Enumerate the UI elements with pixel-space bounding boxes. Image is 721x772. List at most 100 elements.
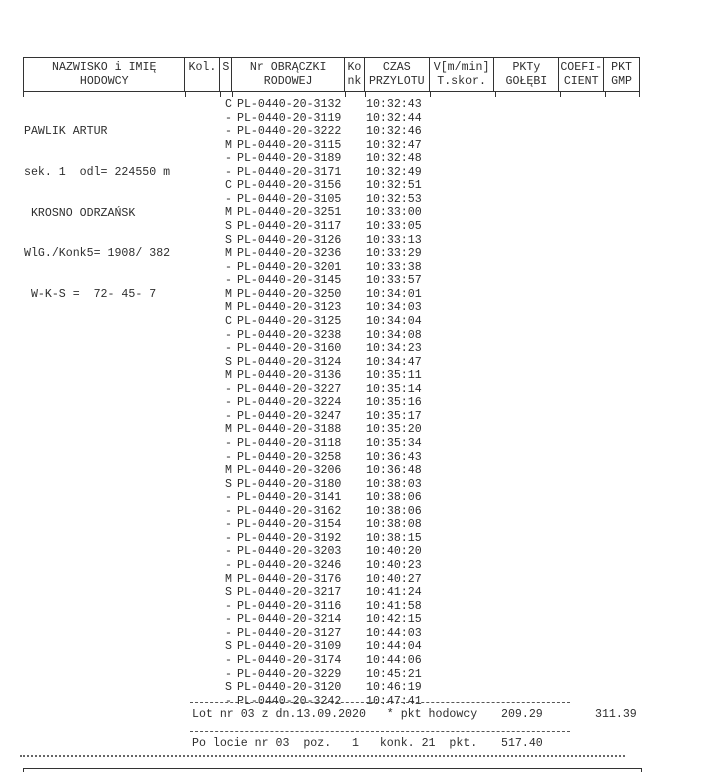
cell-sex: - (225, 437, 232, 450)
cell-sex: - (225, 274, 232, 288)
cell-arrival-time: 10:45:21 (366, 667, 422, 681)
cell-sex: - (225, 125, 232, 139)
cell-arrival-time: 10:35:20 (366, 423, 422, 437)
cell-arrival-time: 10:32:49 (366, 165, 422, 179)
divider (190, 702, 570, 703)
cell-ring-number: PL-0440-20-3238 (237, 328, 342, 342)
breeder-name: PAWLIK ARTUR (24, 125, 108, 139)
cell-arrival-time: 10:32:43 (366, 98, 422, 111)
cell-sex: - (225, 152, 232, 166)
breeder-wks: W-K-S = 72- 45- 7 (24, 287, 157, 301)
cell-ring-number: PL-0440-20-3154 (237, 518, 342, 532)
cell-arrival-time: 10:33:57 (366, 274, 422, 288)
cell-arrival-time: 10:38:03 (366, 477, 422, 491)
cell-sex: - (225, 409, 232, 423)
cell-ring-number: PL-0440-20-3247 (237, 409, 342, 423)
cell-ring-number: PL-0440-20-3120 (237, 681, 342, 695)
divider (190, 731, 570, 732)
cell-ring-number: PL-0440-20-3214 (237, 613, 342, 627)
cell-sex: M (225, 247, 232, 261)
cell-arrival-time: 10:36:43 (366, 450, 422, 464)
cell-arrival-time: 10:34:47 (366, 355, 422, 369)
cell-ring-number: PL-0440-20-3136 (237, 369, 342, 383)
cell-ring-number: PL-0440-20-3222 (237, 125, 342, 139)
cell-ring-number: PL-0440-20-3224 (237, 396, 342, 410)
cell-sex: - (225, 342, 232, 356)
cell-arrival-time: 10:44:06 (366, 653, 422, 667)
cell-ring-number: PL-0440-20-3105 (237, 192, 342, 206)
cell-ring-number: PL-0440-20-3109 (237, 640, 342, 654)
cell-sex: - (225, 653, 232, 667)
cell-sex: M (225, 138, 232, 152)
cell-arrival-time: 10:41:24 (366, 586, 422, 600)
cell-ring-number: PL-0440-20-3132 (237, 98, 342, 111)
cell-sex: S (225, 477, 232, 491)
cell-sex: - (225, 260, 232, 274)
cell-arrival-time: 10:41:58 (366, 599, 422, 613)
cell-arrival-time: 10:35:14 (366, 382, 422, 396)
cell-ring-number: PL-0440-20-3171 (237, 165, 342, 179)
cell-ring-number: PL-0440-20-3203 (237, 545, 342, 559)
cell-arrival-time: 10:32:44 (366, 111, 422, 125)
cell-arrival-time: 10:34:01 (366, 287, 422, 301)
cell-ring-number: PL-0440-20-3116 (237, 599, 342, 613)
cell-sex: S (225, 220, 232, 234)
cell-ring-number: PL-0440-20-3250 (237, 287, 342, 301)
header-ticks (23, 92, 640, 97)
cell-ring-number: PL-0440-20-3162 (237, 504, 342, 518)
cell-ring-number: PL-0440-20-3201 (237, 260, 342, 274)
cell-arrival-time: 10:32:48 (366, 152, 422, 166)
cell-arrival-time: 10:40:20 (366, 545, 422, 559)
cell-arrival-time: 10:34:03 (366, 301, 422, 315)
after-flight-label: Po locie nr 03 poz. 1 konk. 21 pkt. (192, 737, 478, 750)
breeder-info: PAWLIK ARTUR sek. 1 odl= 224550 m KROSNO… (24, 98, 170, 329)
cell-ring-number: PL-0440-20-3246 (237, 559, 342, 573)
cell-arrival-time: 10:47:41 (366, 694, 422, 708)
cell-ring-number: PL-0440-20-3258 (237, 450, 342, 464)
cell-ring-number: PL-0440-20-3118 (237, 437, 342, 450)
cell-arrival-time: 10:35:17 (366, 409, 422, 423)
cell-sex: - (225, 504, 232, 518)
cell-ring-number: PL-0440-20-3229 (237, 667, 342, 681)
cell-ring-number: PL-0440-20-3145 (237, 274, 342, 288)
cell-sex: - (225, 328, 232, 342)
lot-summary-label: Lot nr 03 z dn.13.09.2020 * pkt hodowcy (192, 708, 478, 721)
cell-sex: - (225, 450, 232, 464)
cell-sex: M (225, 369, 232, 383)
cell-arrival-time: 10:35:16 (366, 396, 422, 410)
cell-arrival-time: 10:36:48 (366, 464, 422, 478)
cell-sex: - (225, 559, 232, 573)
cell-sex: M (225, 423, 232, 437)
cell-arrival-time: 10:35:11 (366, 369, 422, 383)
cell-arrival-time: 10:33:00 (366, 206, 422, 220)
cell-sex: M (225, 464, 232, 478)
header-konk: Ko nk (345, 58, 365, 91)
cell-ring-number: PL-0440-20-3236 (237, 247, 342, 261)
cell-arrival-time: 10:34:08 (366, 328, 422, 342)
cell-arrival-time: 10:42:15 (366, 613, 422, 627)
header-time: CZAS PRZYLOTU (365, 58, 430, 91)
cell-ring-number: PL-0440-20-3188 (237, 423, 342, 437)
cell-sex: - (225, 545, 232, 559)
cell-sex: - (225, 192, 232, 206)
cell-sex: S (225, 586, 232, 600)
cell-arrival-time: 10:46:19 (366, 681, 422, 695)
header-kol: Kol. (185, 58, 221, 91)
cell-sex: M (225, 287, 232, 301)
cell-sex: - (225, 396, 232, 410)
cell-sex: - (225, 531, 232, 545)
cell-ring-number: PL-0440-20-3206 (237, 464, 342, 478)
cell-arrival-time: 10:32:51 (366, 179, 422, 193)
breeder-section: sek. 1 odl= 224550 m (24, 165, 171, 179)
cell-sex: C (225, 314, 232, 328)
cell-sex: C (225, 179, 232, 193)
table-header: NAZWISKO i IMIĘ HODOWCY Kol. S Nr OBRĄCZ… (23, 57, 640, 92)
cell-sex: M (225, 206, 232, 220)
cell-sex: - (225, 626, 232, 640)
cell-ring-number: PL-0440-20-3115 (237, 138, 342, 152)
cell-ring-number: PL-0440-20-3251 (237, 206, 342, 220)
cell-ring-number: PL-0440-20-3127 (237, 626, 342, 640)
cell-ring-number: PL-0440-20-3156 (237, 179, 342, 193)
cell-sex: - (225, 694, 232, 708)
cell-ring-number: PL-0440-20-3124 (237, 355, 342, 369)
